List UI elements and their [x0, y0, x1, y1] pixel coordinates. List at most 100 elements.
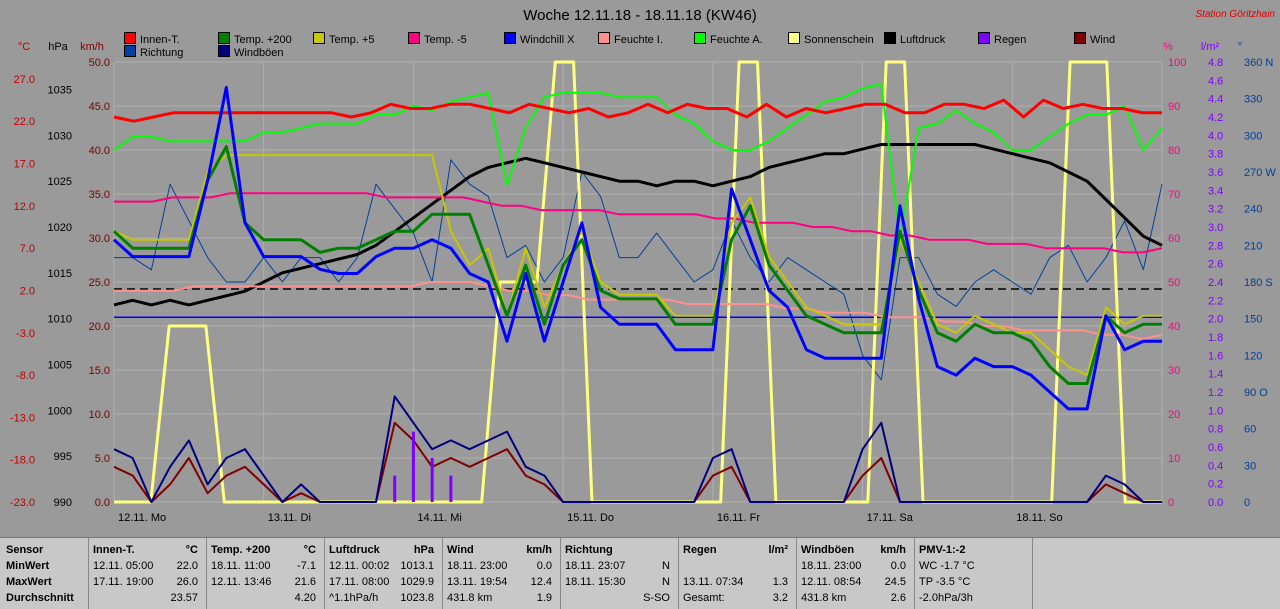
legend-item: Feuchte I.	[598, 32, 663, 46]
stats-cell-label: 18.11. 15:30	[565, 576, 626, 588]
speed-axis-tick: 25.0	[89, 277, 110, 289]
stats-column-title: PMV-1:-2	[919, 544, 966, 556]
series-line-temp-5	[114, 192, 1163, 254]
dir-axis-tick: 30	[1244, 460, 1256, 472]
stats-cell-value: 0.0	[890, 560, 906, 572]
dir-axis-tick: 300	[1244, 130, 1262, 142]
stats-column-title: Innen-T.	[93, 544, 135, 556]
stats-cell-label: 18.11. 11:00	[211, 560, 271, 572]
unit-percent: %	[1163, 41, 1173, 53]
rain-axis-tick: 1.2	[1208, 387, 1223, 399]
stats-cell-label: 12.11. 13:46	[211, 576, 272, 588]
speed-axis-tick: 0.0	[95, 497, 110, 509]
legend-swatch	[504, 32, 516, 44]
stats-cell-label: ^1.1hPa/h	[329, 592, 379, 604]
stats-column-unit: °C	[185, 544, 198, 556]
legend-item: Regen	[978, 32, 1026, 46]
stats-cell-value: N	[662, 576, 670, 588]
stats-cell-label: -2.0hPa/3h	[919, 592, 973, 604]
stats-column: PMV-1:-2 WC -1.7 °C TP -3.5 °C -2.0hPa/3h	[914, 538, 1033, 609]
legend-swatch	[788, 32, 800, 44]
x-axis-label: 14.11. Mi	[417, 512, 461, 524]
unit-speed: km/h	[80, 41, 104, 53]
stats-column: Temp. +200 °C 18.11. 11:00 -7.1 12.11. 13:46…	[206, 538, 325, 609]
legend-swatch	[1074, 32, 1086, 44]
legend-swatch	[218, 45, 230, 57]
chart-canvas: Woche 12.11.18 - 18.11.18 (KW46) Station…	[10, 7, 1276, 524]
legend-label: Richtung	[140, 47, 184, 59]
pressure-axis-tick: 1030	[48, 130, 72, 142]
x-axis-label: 13.11. Di	[268, 512, 311, 524]
stats-cell-label: 13.11. 19:54	[447, 576, 508, 588]
legend-swatch	[884, 32, 896, 44]
stats-cell-label: 12.11. 00:02	[329, 560, 390, 572]
rain-axis-tick: 3.0	[1208, 222, 1223, 234]
pressure-axis-tick: 995	[54, 451, 72, 463]
rain-axis-tick: 1.6	[1208, 350, 1223, 362]
rain-axis-tick: 0.4	[1208, 460, 1223, 472]
stats-column-title: Regen	[683, 544, 717, 556]
row-label-avg: Durchschnitt	[6, 592, 74, 604]
speed-axis-tick: 40.0	[89, 145, 110, 157]
percent-axis-tick: 90	[1168, 101, 1180, 113]
legend-item: Windböen	[218, 45, 284, 59]
stats-column: Richtung 18.11. 23:07 N 18.11. 15:30 N S-SO	[560, 538, 679, 609]
series-line-windchill-x	[112, 85, 1162, 411]
pressure-axis-tick: 1015	[48, 268, 72, 280]
x-axis-label: 17.11. Sa	[867, 512, 914, 524]
rain-axis-tick: 4.8	[1208, 57, 1223, 69]
temp-axis-tick: 2.0	[20, 285, 35, 297]
stats-column-title: Windböen	[801, 544, 855, 556]
stats-cell-label: Gesamt:	[683, 592, 725, 604]
stats-row-labels: Sensor MinWert MaxWert Durchschnitt	[0, 538, 89, 609]
stats-cell-value: S-SO	[643, 592, 670, 604]
percent-axis-tick: 20	[1168, 409, 1180, 421]
legend-item: Wind	[1074, 32, 1115, 46]
unit-rain: l/m²	[1201, 41, 1220, 53]
rain-axis-tick: 2.4	[1208, 277, 1223, 289]
dir-axis-tick: 90 O	[1244, 387, 1268, 399]
series-line-feuchte-a-	[113, 83, 1163, 239]
unit-dir: °	[1238, 41, 1242, 53]
dir-axis-tick: 210	[1244, 240, 1262, 252]
temp-axis-tick: -8.0	[16, 370, 35, 382]
stats-cell-label: 431.8 km	[447, 592, 493, 604]
rain-axis-tick: 4.6	[1208, 75, 1223, 87]
stats-table: Sensor MinWert MaxWert Durchschnitt Inne…	[0, 537, 1280, 609]
stats-cell-label: 17.11. 19:00	[93, 576, 154, 588]
rain-axis-tick: 2.8	[1208, 240, 1223, 252]
percent-axis-tick: 10	[1168, 453, 1180, 465]
stats-column-title: Temp. +200	[211, 544, 271, 556]
stats-cell-label: 17.11. 08:00	[329, 576, 390, 588]
temp-axis-tick: 7.0	[20, 243, 35, 255]
rain-axis-tick: 1.4	[1208, 369, 1223, 381]
stats-cell-value: 3.2	[772, 592, 788, 604]
pressure-axis-tick: 1000	[48, 405, 72, 417]
legend-item: Innen-T.	[124, 32, 180, 46]
stats-column-title: Richtung	[565, 544, 613, 556]
stats-column-unit: km/h	[526, 544, 552, 556]
legend-item: Feuchte A.	[694, 32, 763, 46]
legend-item: Windchill X	[504, 32, 574, 46]
stats-cell-value: 2.6	[890, 592, 906, 604]
pressure-axis-tick: 1010	[48, 314, 72, 326]
legend-item: Sonnenschein	[788, 32, 874, 46]
series-line-innen-t-	[113, 98, 1162, 123]
temp-axis-tick: -13.0	[10, 412, 35, 424]
stats-column-unit: °C	[303, 544, 316, 556]
series-line-luftdruck	[113, 143, 1163, 307]
legend-label: Temp. +200	[234, 34, 292, 46]
stats-cell-label: 12.11. 08:54	[801, 576, 862, 588]
legend-swatch	[408, 32, 420, 44]
stats-column-unit: l/m²	[768, 544, 788, 556]
series-group	[112, 60, 1163, 504]
speed-axis-tick: 30.0	[89, 233, 110, 245]
rain-axis-tick: 0.2	[1208, 479, 1223, 491]
x-axis-label: 16.11. Fr	[717, 512, 761, 524]
dir-axis-tick: 240	[1244, 204, 1262, 216]
legend-label: Windchill X	[520, 34, 575, 46]
series-line-windb-en	[113, 395, 1162, 503]
speed-axis-tick: 35.0	[89, 189, 110, 201]
stats-cell-label: 18.11. 23:00	[447, 560, 508, 572]
axes: 27.0 22.0 17.0 12.0 7.0 2.0 -3.0 -8.0 -13.0 -18.0…	[10, 57, 1276, 509]
